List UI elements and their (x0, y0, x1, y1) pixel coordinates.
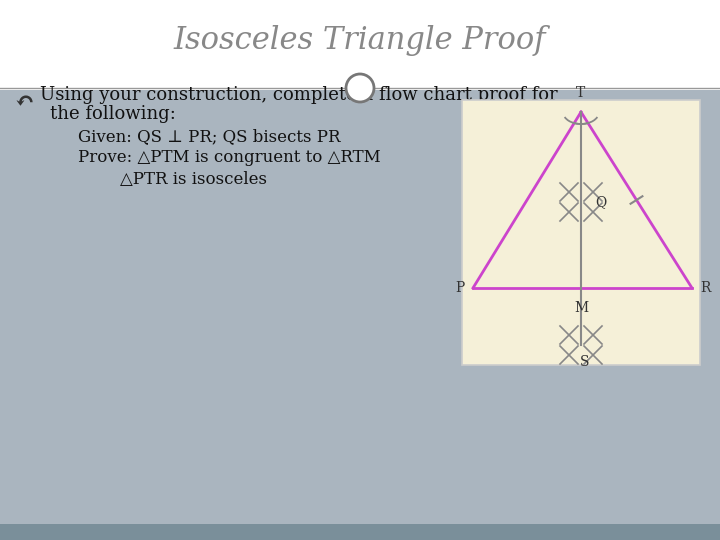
FancyBboxPatch shape (0, 524, 720, 540)
Circle shape (346, 74, 374, 102)
Text: △PTR is isosceles: △PTR is isosceles (78, 171, 267, 187)
Text: M: M (574, 301, 588, 315)
Text: S: S (580, 355, 590, 369)
Text: Isosceles Triangle Proof: Isosceles Triangle Proof (174, 24, 546, 56)
Text: Given: QS ⊥ PR; QS bisects PR: Given: QS ⊥ PR; QS bisects PR (78, 129, 341, 145)
Text: Q: Q (595, 195, 606, 209)
Text: R: R (700, 281, 711, 295)
Text: P: P (456, 281, 465, 295)
Text: the following:: the following: (50, 105, 176, 123)
Text: Using your construction, complete a flow chart proof for: Using your construction, complete a flow… (40, 86, 557, 104)
Text: ↶: ↶ (14, 90, 34, 114)
Text: T: T (577, 86, 585, 100)
FancyBboxPatch shape (462, 100, 700, 365)
Text: Prove: △PTM is congruent to △RTM: Prove: △PTM is congruent to △RTM (78, 150, 381, 166)
FancyBboxPatch shape (0, 0, 720, 90)
